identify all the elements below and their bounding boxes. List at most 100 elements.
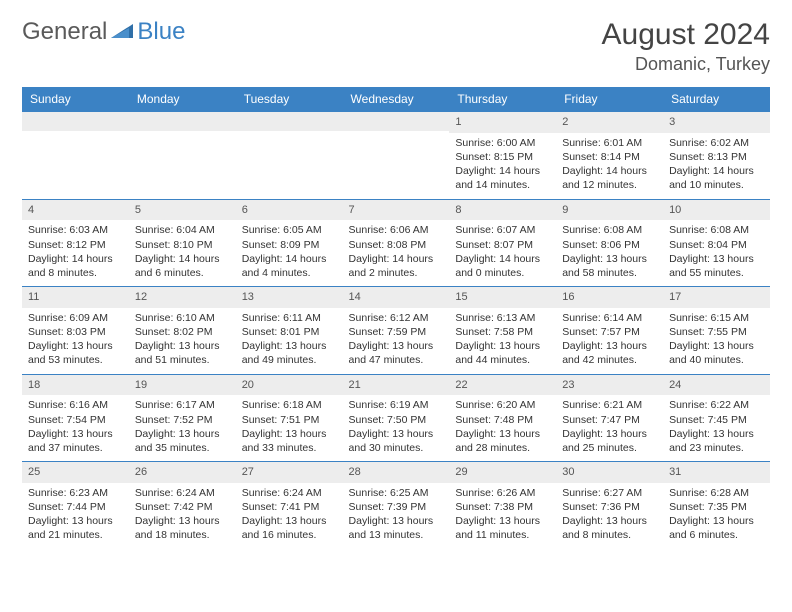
day-body: Sunrise: 6:03 AMSunset: 8:12 PMDaylight:… xyxy=(22,220,129,286)
sunset-text: Sunset: 8:03 PM xyxy=(28,325,123,339)
calendar-table: Sunday Monday Tuesday Wednesday Thursday… xyxy=(22,87,770,549)
sunset-text: Sunset: 7:38 PM xyxy=(455,500,550,514)
day-number: 28 xyxy=(343,462,450,483)
sunset-text: Sunset: 8:15 PM xyxy=(455,150,550,164)
calendar-day-cell: 1Sunrise: 6:00 AMSunset: 8:15 PMDaylight… xyxy=(449,112,556,200)
calendar-day-cell: 13Sunrise: 6:11 AMSunset: 8:01 PMDayligh… xyxy=(236,287,343,375)
day-body: Sunrise: 6:18 AMSunset: 7:51 PMDaylight:… xyxy=(236,395,343,461)
calendar-day-cell: 4Sunrise: 6:03 AMSunset: 8:12 PMDaylight… xyxy=(22,199,129,287)
day-number: 4 xyxy=(22,200,129,221)
calendar-day-cell: 15Sunrise: 6:13 AMSunset: 7:58 PMDayligh… xyxy=(449,287,556,375)
day-number: 2 xyxy=(556,112,663,133)
daylight-text: Daylight: 13 hours and 40 minutes. xyxy=(669,339,764,367)
calendar-day-cell: 12Sunrise: 6:10 AMSunset: 8:02 PMDayligh… xyxy=(129,287,236,375)
sunrise-text: Sunrise: 6:25 AM xyxy=(349,486,444,500)
day-body: Sunrise: 6:10 AMSunset: 8:02 PMDaylight:… xyxy=(129,308,236,374)
calendar-day-cell: 27Sunrise: 6:24 AMSunset: 7:41 PMDayligh… xyxy=(236,462,343,549)
sunset-text: Sunset: 7:47 PM xyxy=(562,413,657,427)
sunrise-text: Sunrise: 6:24 AM xyxy=(242,486,337,500)
daylight-text: Daylight: 14 hours and 8 minutes. xyxy=(28,252,123,280)
day-number: 26 xyxy=(129,462,236,483)
weekday-header: Friday xyxy=(556,87,663,112)
calendar-day-cell xyxy=(22,112,129,200)
daylight-text: Daylight: 14 hours and 2 minutes. xyxy=(349,252,444,280)
calendar-day-cell: 8Sunrise: 6:07 AMSunset: 8:07 PMDaylight… xyxy=(449,199,556,287)
day-body: Sunrise: 6:24 AMSunset: 7:42 PMDaylight:… xyxy=(129,483,236,549)
calendar-day-cell: 6Sunrise: 6:05 AMSunset: 8:09 PMDaylight… xyxy=(236,199,343,287)
sunrise-text: Sunrise: 6:20 AM xyxy=(455,398,550,412)
day-body: Sunrise: 6:21 AMSunset: 7:47 PMDaylight:… xyxy=(556,395,663,461)
calendar-day-cell: 29Sunrise: 6:26 AMSunset: 7:38 PMDayligh… xyxy=(449,462,556,549)
sunset-text: Sunset: 7:45 PM xyxy=(669,413,764,427)
day-body: Sunrise: 6:06 AMSunset: 8:08 PMDaylight:… xyxy=(343,220,450,286)
calendar-week-row: 11Sunrise: 6:09 AMSunset: 8:03 PMDayligh… xyxy=(22,287,770,375)
day-number: 23 xyxy=(556,375,663,396)
calendar-week-row: 25Sunrise: 6:23 AMSunset: 7:44 PMDayligh… xyxy=(22,462,770,549)
header: General Blue August 2024 Domanic, Turkey xyxy=(22,18,770,75)
daylight-text: Daylight: 13 hours and 37 minutes. xyxy=(28,427,123,455)
calendar-day-cell xyxy=(343,112,450,200)
calendar-week-row: 18Sunrise: 6:16 AMSunset: 7:54 PMDayligh… xyxy=(22,374,770,462)
calendar-day-cell: 22Sunrise: 6:20 AMSunset: 7:48 PMDayligh… xyxy=(449,374,556,462)
day-number: 6 xyxy=(236,200,343,221)
weekday-header: Tuesday xyxy=(236,87,343,112)
daylight-text: Daylight: 13 hours and 47 minutes. xyxy=(349,339,444,367)
daylight-text: Daylight: 13 hours and 23 minutes. xyxy=(669,427,764,455)
daylight-text: Daylight: 13 hours and 21 minutes. xyxy=(28,514,123,542)
sunrise-text: Sunrise: 6:16 AM xyxy=(28,398,123,412)
day-body: Sunrise: 6:01 AMSunset: 8:14 PMDaylight:… xyxy=(556,133,663,199)
day-body: Sunrise: 6:14 AMSunset: 7:57 PMDaylight:… xyxy=(556,308,663,374)
calendar-day-cell: 10Sunrise: 6:08 AMSunset: 8:04 PMDayligh… xyxy=(663,199,770,287)
sunrise-text: Sunrise: 6:05 AM xyxy=(242,223,337,237)
day-number: 18 xyxy=(22,375,129,396)
day-body: Sunrise: 6:08 AMSunset: 8:04 PMDaylight:… xyxy=(663,220,770,286)
sunset-text: Sunset: 7:39 PM xyxy=(349,500,444,514)
calendar-day-cell: 16Sunrise: 6:14 AMSunset: 7:57 PMDayligh… xyxy=(556,287,663,375)
daylight-text: Daylight: 13 hours and 11 minutes. xyxy=(455,514,550,542)
daylight-text: Daylight: 13 hours and 42 minutes. xyxy=(562,339,657,367)
day-body: Sunrise: 6:04 AMSunset: 8:10 PMDaylight:… xyxy=(129,220,236,286)
logo-text-blue: Blue xyxy=(137,18,185,46)
daylight-text: Daylight: 14 hours and 10 minutes. xyxy=(669,164,764,192)
day-number xyxy=(22,112,129,131)
sunrise-text: Sunrise: 6:06 AM xyxy=(349,223,444,237)
daylight-text: Daylight: 13 hours and 55 minutes. xyxy=(669,252,764,280)
sunrise-text: Sunrise: 6:14 AM xyxy=(562,311,657,325)
sunrise-text: Sunrise: 6:26 AM xyxy=(455,486,550,500)
day-number: 3 xyxy=(663,112,770,133)
daylight-text: Daylight: 13 hours and 25 minutes. xyxy=(562,427,657,455)
weekday-header: Wednesday xyxy=(343,87,450,112)
day-body: Sunrise: 6:13 AMSunset: 7:58 PMDaylight:… xyxy=(449,308,556,374)
day-number: 22 xyxy=(449,375,556,396)
day-number: 10 xyxy=(663,200,770,221)
day-body: Sunrise: 6:22 AMSunset: 7:45 PMDaylight:… xyxy=(663,395,770,461)
day-body: Sunrise: 6:08 AMSunset: 8:06 PMDaylight:… xyxy=(556,220,663,286)
daylight-text: Daylight: 14 hours and 6 minutes. xyxy=(135,252,230,280)
sunset-text: Sunset: 7:50 PM xyxy=(349,413,444,427)
calendar-day-cell: 23Sunrise: 6:21 AMSunset: 7:47 PMDayligh… xyxy=(556,374,663,462)
daylight-text: Daylight: 13 hours and 8 minutes. xyxy=(562,514,657,542)
sunrise-text: Sunrise: 6:10 AM xyxy=(135,311,230,325)
sunrise-text: Sunrise: 6:01 AM xyxy=(562,136,657,150)
daylight-text: Daylight: 13 hours and 30 minutes. xyxy=(349,427,444,455)
day-number: 1 xyxy=(449,112,556,133)
sunrise-text: Sunrise: 6:11 AM xyxy=(242,311,337,325)
calendar-day-cell: 28Sunrise: 6:25 AMSunset: 7:39 PMDayligh… xyxy=(343,462,450,549)
daylight-text: Daylight: 13 hours and 33 minutes. xyxy=(242,427,337,455)
sunrise-text: Sunrise: 6:27 AM xyxy=(562,486,657,500)
sunset-text: Sunset: 8:01 PM xyxy=(242,325,337,339)
daylight-text: Daylight: 14 hours and 14 minutes. xyxy=(455,164,550,192)
sunrise-text: Sunrise: 6:00 AM xyxy=(455,136,550,150)
daylight-text: Daylight: 14 hours and 12 minutes. xyxy=(562,164,657,192)
calendar-day-cell: 31Sunrise: 6:28 AMSunset: 7:35 PMDayligh… xyxy=(663,462,770,549)
day-body: Sunrise: 6:27 AMSunset: 7:36 PMDaylight:… xyxy=(556,483,663,549)
weekday-header: Thursday xyxy=(449,87,556,112)
day-body: Sunrise: 6:16 AMSunset: 7:54 PMDaylight:… xyxy=(22,395,129,461)
day-number: 19 xyxy=(129,375,236,396)
daylight-text: Daylight: 14 hours and 0 minutes. xyxy=(455,252,550,280)
calendar-day-cell: 21Sunrise: 6:19 AMSunset: 7:50 PMDayligh… xyxy=(343,374,450,462)
day-body: Sunrise: 6:00 AMSunset: 8:15 PMDaylight:… xyxy=(449,133,556,199)
sunset-text: Sunset: 8:12 PM xyxy=(28,238,123,252)
sunset-text: Sunset: 7:57 PM xyxy=(562,325,657,339)
calendar-day-cell: 19Sunrise: 6:17 AMSunset: 7:52 PMDayligh… xyxy=(129,374,236,462)
